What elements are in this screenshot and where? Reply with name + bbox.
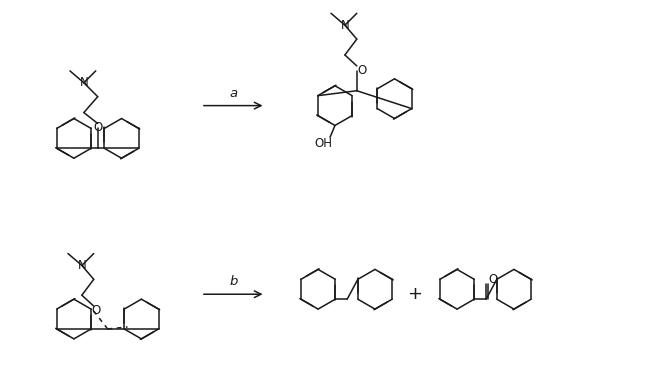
Text: O: O — [357, 64, 366, 77]
Text: O: O — [488, 273, 498, 286]
Text: +: + — [407, 285, 422, 303]
Text: N: N — [79, 76, 88, 89]
Text: OH: OH — [314, 137, 332, 150]
Text: O: O — [93, 121, 102, 134]
Text: b: b — [229, 275, 237, 288]
Text: a: a — [229, 87, 237, 100]
Text: O: O — [91, 303, 100, 317]
Text: N: N — [77, 259, 86, 272]
Text: N: N — [340, 19, 349, 32]
